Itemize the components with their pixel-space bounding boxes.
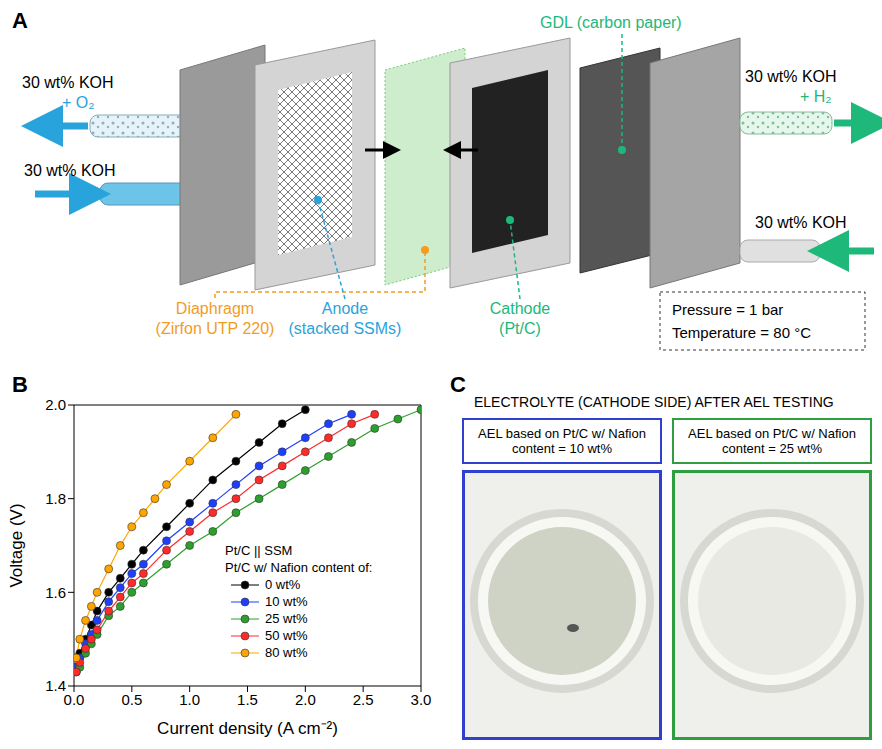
svg-text:30 wt% KOH: 30 wt% KOH: [745, 68, 837, 85]
svg-text:1.6: 1.6: [45, 584, 66, 601]
svg-text:Diaphragm: Diaphragm: [176, 300, 254, 317]
html-text:AEL based on Pt/C w/ Nafion co: AEL based on Pt/C w/ Nafion content = 10…: [478, 426, 646, 456]
html-text:0 wt%: 0 wt%: [265, 577, 301, 592]
svg-text:Anode: Anode: [322, 300, 368, 317]
svg-text:+ H₂: + H₂: [800, 88, 832, 105]
svg-text:0.0: 0.0: [64, 691, 85, 708]
html-text:AEL based on Pt/C w/ Nafion co: AEL based on Pt/C w/ Nafion content = 25…: [688, 426, 856, 456]
svg-text:30 wt% KOH: 30 wt% KOH: [22, 74, 114, 91]
svg-text:+ O₂: + O₂: [62, 94, 94, 111]
svg-text:2.0: 2.0: [45, 396, 66, 413]
html-text:B: B: [12, 372, 28, 397]
svg-text:2.0: 2.0: [295, 691, 316, 708]
svg-text:3.0: 3.0: [411, 691, 432, 708]
svg-text:30 wt% KOH: 30 wt% KOH: [24, 162, 116, 179]
html-text:10 wt%: 10 wt%: [265, 594, 308, 609]
svg-text:(Pt/C): (Pt/C): [499, 320, 541, 337]
svg-text:Pressure = 1 bar: Pressure = 1 bar: [672, 301, 783, 318]
svg-text:30 wt% KOH: 30 wt% KOH: [755, 214, 847, 231]
svg-text:Voltage (V): Voltage (V): [7, 503, 26, 587]
html-text:25 wt%: 25 wt%: [265, 611, 308, 626]
html-text:C: C: [450, 372, 466, 397]
svg-text:Temperature = 80 °C: Temperature = 80 °C: [672, 324, 811, 341]
svg-text:Cathode: Cathode: [490, 300, 551, 317]
svg-text:2.5: 2.5: [353, 691, 374, 708]
svg-text:1.0: 1.0: [179, 691, 200, 708]
svg-text:1.5: 1.5: [237, 691, 258, 708]
svg-text:A: A: [12, 8, 28, 33]
html-text:Pt/C w/ Nafion content of:: Pt/C w/ Nafion content of:: [225, 560, 373, 575]
html-text:80 wt%: 80 wt%: [265, 645, 308, 660]
svg-text:Current density (A cm⁻²): Current density (A cm⁻²): [157, 719, 338, 738]
html-text:Pt/C || SSM: Pt/C || SSM: [225, 543, 293, 558]
svg-text:(stacked SSMs): (stacked SSMs): [289, 320, 402, 337]
svg-text:(Zirfon UTP 220): (Zirfon UTP 220): [156, 320, 275, 337]
svg-text:1.4: 1.4: [45, 677, 66, 694]
svg-text:1.8: 1.8: [45, 490, 66, 507]
html-text:ELECTROLYTE (CATHODE SIDE) AFT: ELECTROLYTE (CATHODE SIDE) AFTER AEL TES…: [474, 394, 834, 410]
svg-text:GDL (carbon paper): GDL (carbon paper): [540, 14, 682, 31]
svg-text:0.5: 0.5: [121, 691, 142, 708]
html-text:50 wt%: 50 wt%: [265, 628, 308, 643]
